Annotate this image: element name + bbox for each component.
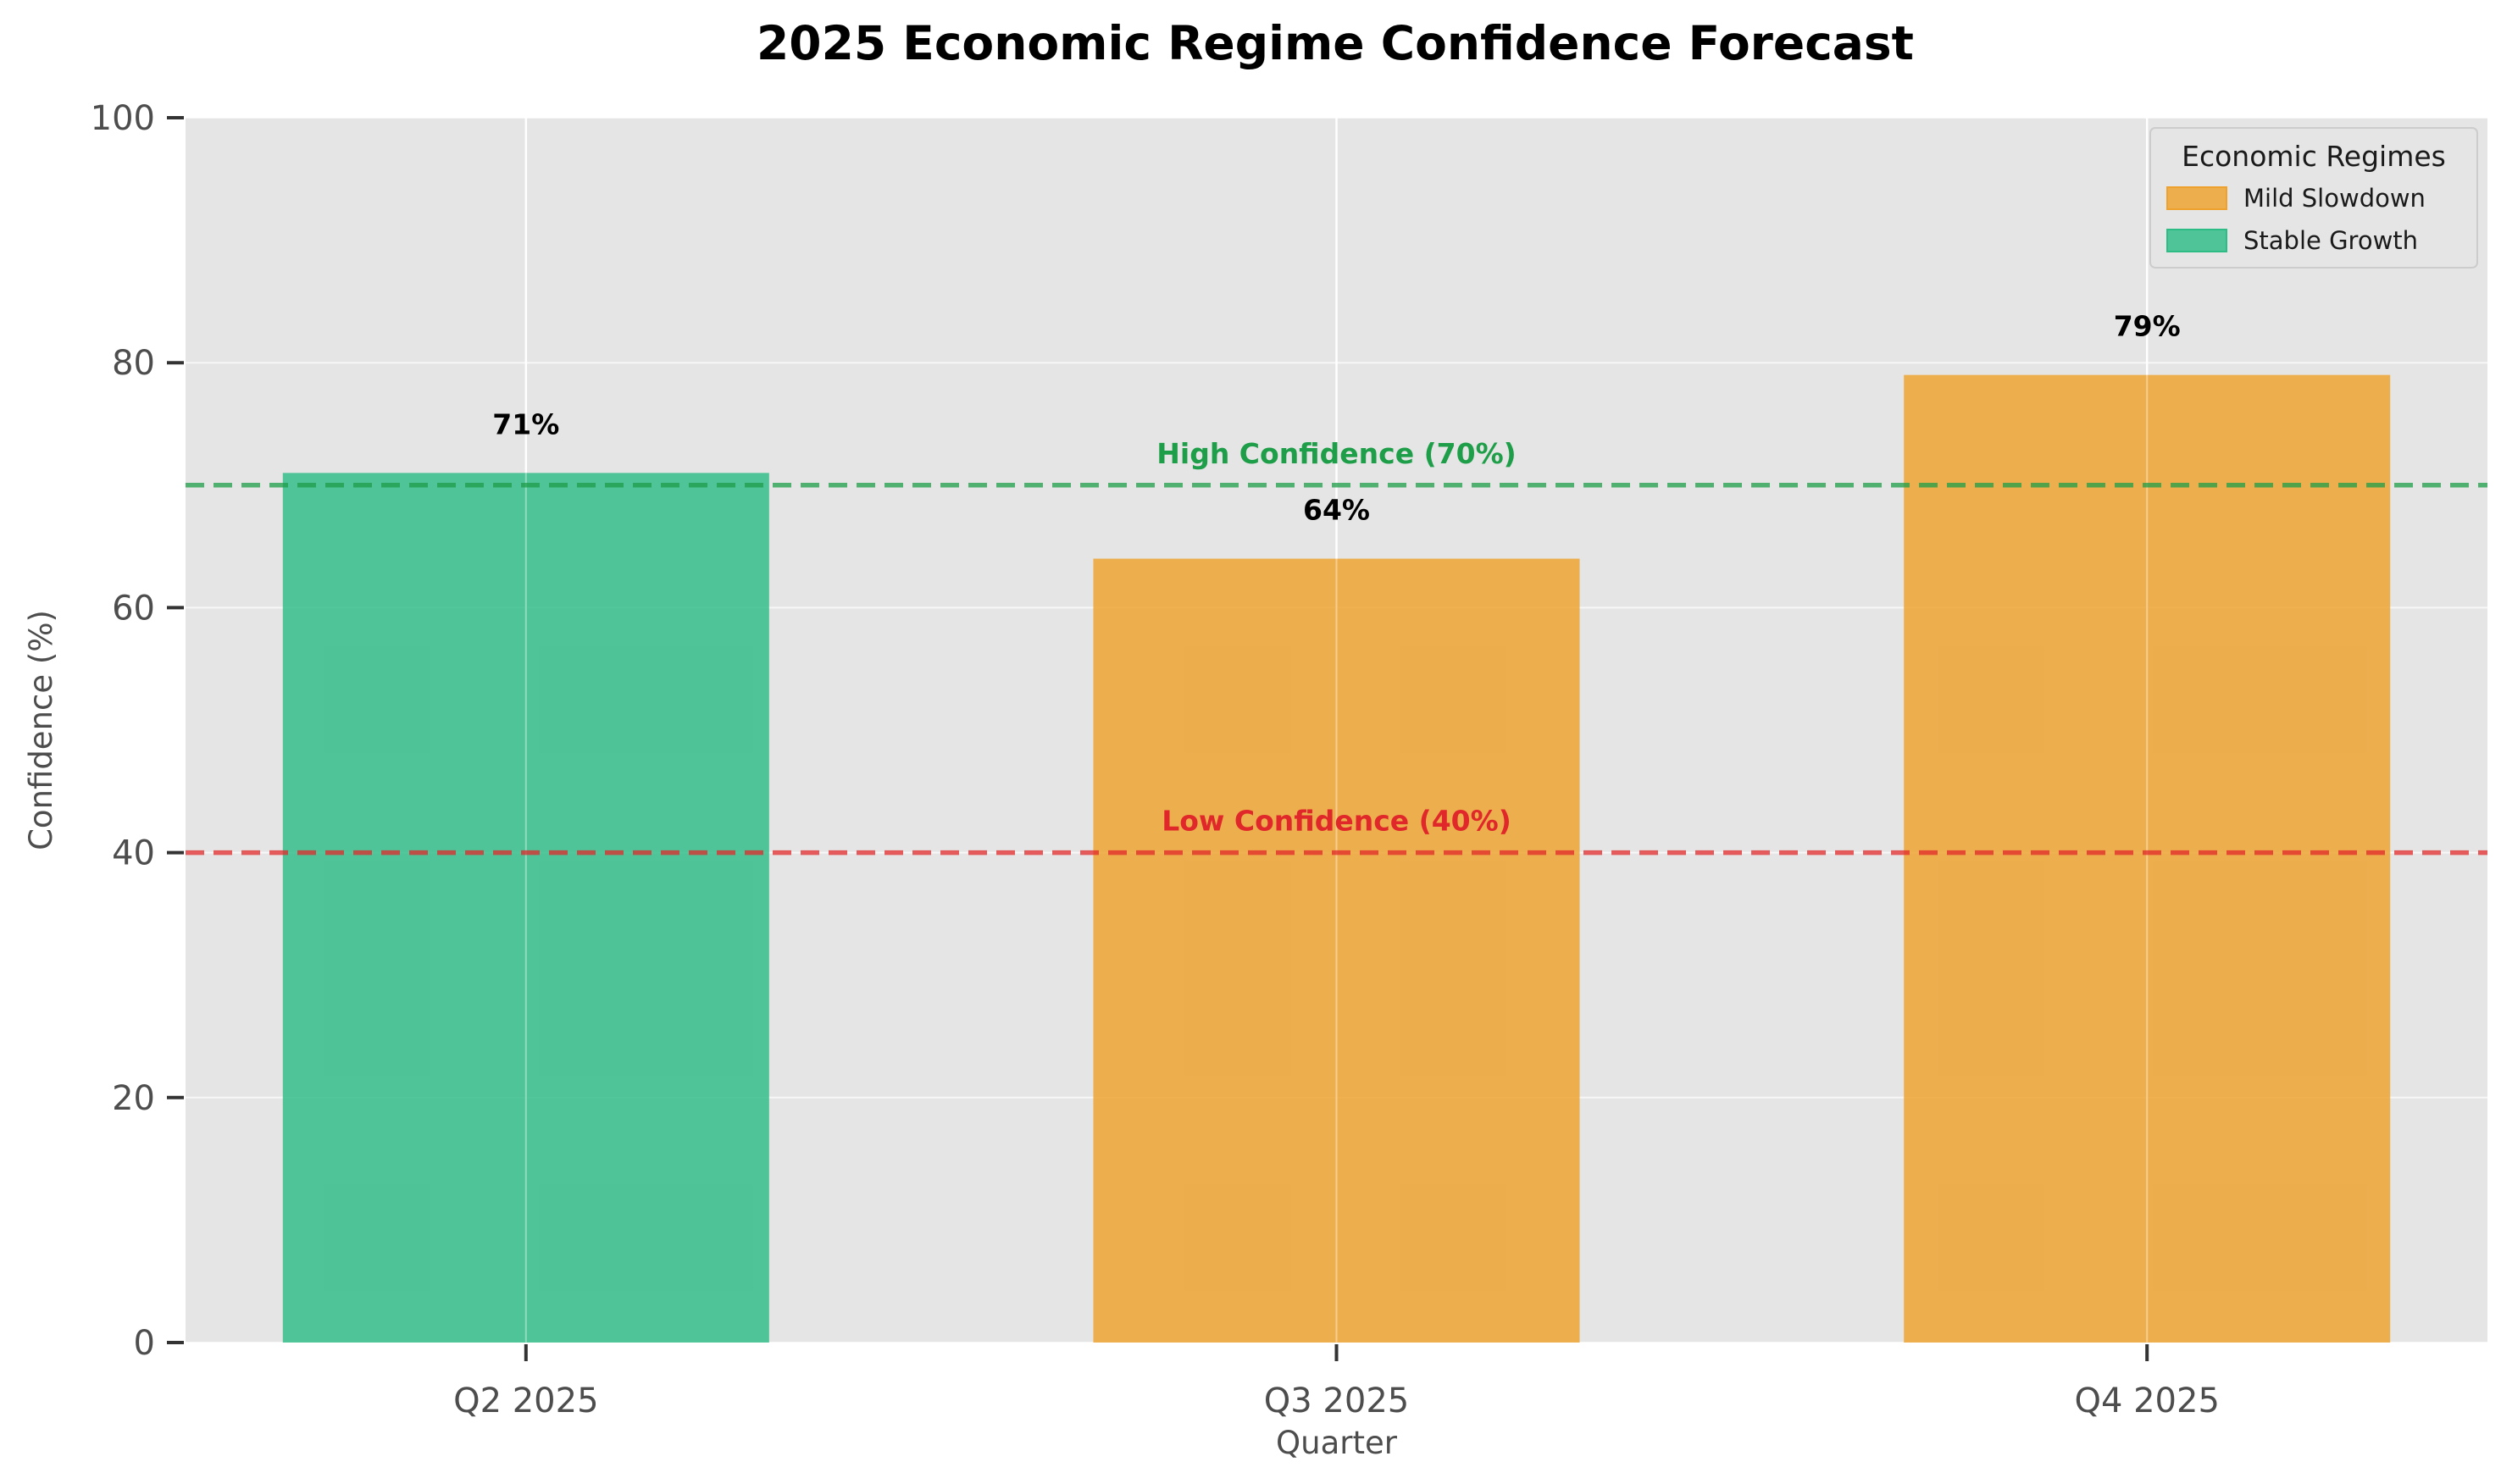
y-tick-label: 0 [134, 1324, 155, 1363]
y-tick-label: 60 [112, 589, 155, 628]
legend-title: Economic Regimes [2182, 140, 2446, 173]
bar-q4-2025 [1904, 374, 2391, 1343]
legend-label: Stable Growth [2243, 226, 2418, 255]
reference-lines: High Confidence (70%) Low Confidence (40%… [186, 437, 2487, 856]
legend: Economic Regimes Mild Slowdown Stable Gro… [2149, 127, 2478, 269]
value-labels: 71% 64% 79% [492, 310, 2180, 527]
x-tick-label: Q2 2025 [453, 1382, 598, 1420]
y-tick-label: 40 [112, 834, 155, 873]
bar-q2-2025 [282, 473, 769, 1343]
bar-q3-2025 [1093, 558, 1580, 1343]
x-tick-label: Q3 2025 [1264, 1382, 1409, 1420]
x-tick-label: Q4 2025 [2074, 1382, 2219, 1420]
x-axis-label: Quarter [1276, 1425, 1398, 1461]
y-tick-label: 100 [91, 99, 155, 138]
chart-title: 2025 Economic Regime Confidence Forecast [757, 16, 1914, 70]
legend-label: Mild Slowdown [2243, 184, 2426, 213]
legend-box [2149, 127, 2478, 269]
x-axis: Q2 2025 Q3 2025 Q4 2025 [453, 1344, 2220, 1420]
y-tick-label: 80 [112, 344, 155, 383]
legend-items: Mild Slowdown Stable Growth [2166, 184, 2426, 255]
legend-swatch [2166, 229, 2227, 252]
value-label: 64% [1303, 494, 1370, 527]
reference-line-label: Low Confidence (40%) [1162, 805, 1511, 838]
y-axis-label: Confidence (%) [23, 610, 59, 850]
value-label: 79% [2114, 310, 2181, 343]
y-axis: 0 20 40 60 80 100 [91, 99, 184, 1363]
bars [282, 374, 2391, 1343]
y-tick-label: 20 [112, 1079, 155, 1118]
reference-line-label: High Confidence (70%) [1156, 437, 1516, 470]
value-label: 71% [492, 407, 559, 440]
legend-swatch [2166, 186, 2227, 210]
